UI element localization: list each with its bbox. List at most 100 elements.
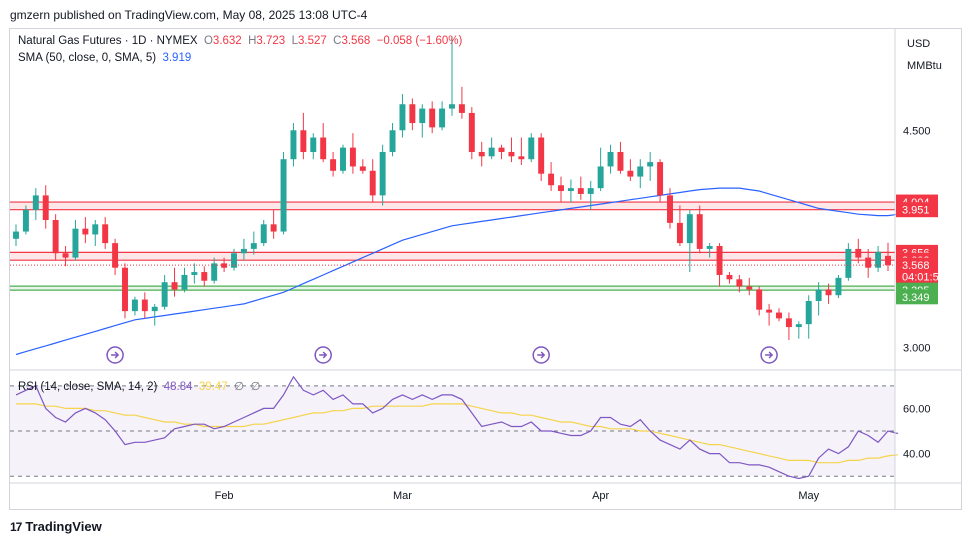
price-pane[interactable] [10,36,898,364]
candle-body [379,151,386,196]
candle-body [349,147,356,167]
time-tick-label: May [798,490,819,502]
candle-body [42,195,49,220]
candle-body [62,253,69,258]
candle-body [696,214,703,249]
rsi-ma-value: 39.47 [198,381,228,393]
candle-body [795,324,802,328]
candle-body [429,108,436,128]
candle-body [627,170,634,177]
candle-body [538,137,545,174]
candle-body [52,219,59,254]
rsi-ma-line [16,403,898,464]
candle-body [270,224,277,232]
candle-body [191,272,198,275]
candle-body [815,289,822,301]
candle-body [577,188,584,194]
candle-body [151,306,158,312]
candle-body [320,137,327,160]
candle-body [885,255,891,266]
sma-label[interactable]: SMA (50, close, 0, SMA, 5) [18,52,157,64]
currency-label: USD [907,38,931,50]
candle-body [131,299,138,312]
candle-body [300,130,307,152]
time-tick-label: Apr [592,490,609,502]
candle-body [785,318,792,328]
price-label-box [896,289,938,305]
candle-body [726,274,733,280]
price-label-text: 04:01:56 [902,271,945,283]
candle-body [449,104,455,109]
candle-body [805,301,812,325]
low-label: L [291,35,298,47]
tradingview-brand: TradingView [25,519,102,534]
symbol-name[interactable]: Natural Gas Futures · 1D · NYMEX [18,35,198,47]
rsi-tick-label: 60.00 [903,403,931,415]
high-value: 3.723 [256,35,286,47]
candle-body [875,251,882,268]
candle-body [647,162,654,167]
rsi-tick-label: 40.00 [903,449,931,461]
price-label-text: 3.349 [902,292,930,304]
candle-body [399,104,406,131]
candle-body [597,166,604,189]
candle-body [72,228,79,258]
candle-body [587,188,594,194]
rsi-value: 48.84 [163,381,193,393]
candle-body [478,151,485,157]
candle-body [240,248,247,254]
candle-body [657,162,664,196]
candle-body [766,309,773,313]
candle-body [181,274,188,290]
candle-body [825,289,832,296]
candle-body [508,151,515,157]
candle-body [82,228,89,235]
candle-body [122,267,128,312]
candle-body [686,214,693,244]
candle-body [607,151,614,167]
candle-body [32,195,39,210]
candle-body [369,170,376,196]
time-tick-label: Mar [393,490,412,502]
candle-body [716,246,723,275]
event-arrow-icon [111,351,120,359]
candle-body [161,282,168,307]
rsi-pane[interactable] [10,375,899,480]
candle-body [409,104,416,124]
candle-body [22,209,29,232]
sma-line [15,187,898,356]
candle-body [280,159,287,232]
candle-body [310,137,317,152]
open-label: O [203,35,213,47]
candle-body [389,130,396,152]
candle-body [112,243,119,268]
rsi-extra-1: ∅ [234,381,245,393]
rsi-label[interactable]: RSI (14, close, SMA, 14, 2) [18,381,158,393]
candle-body [498,147,505,152]
candle-body [92,224,99,235]
price-label-box [896,268,938,284]
rsi-legend: RSI (14, close, SMA, 14, 2) 48.84 39.47 … [18,379,261,393]
tradingview-footer[interactable]: 17 TradingView [10,519,102,534]
candle-body [835,277,842,296]
axes: 4.5003.0004.0043.9513.6563.6023.56804:01… [10,29,961,510]
candle-body [865,257,872,268]
candle-body [528,137,535,160]
price-unit-box[interactable]: USD MMBtu [897,29,961,81]
candle-body [141,299,148,312]
candle-body [290,130,297,160]
symbol-legend: Natural Gas Futures · 1D · NYMEX O3.632 … [18,35,462,47]
price-tick-label: 3.000 [903,342,931,354]
candle-body [776,312,782,319]
unit-label: MMBtu [907,60,942,72]
candle-body [458,104,465,113]
price-label-text: 3.951 [902,205,930,217]
candle-body [250,243,257,249]
candle-body [330,159,337,171]
candle-body [221,263,228,268]
candle-body [211,263,218,281]
change-value: −0.058 (−1.60%) [376,35,463,47]
candle-body [102,224,109,244]
candle-body [260,224,267,244]
